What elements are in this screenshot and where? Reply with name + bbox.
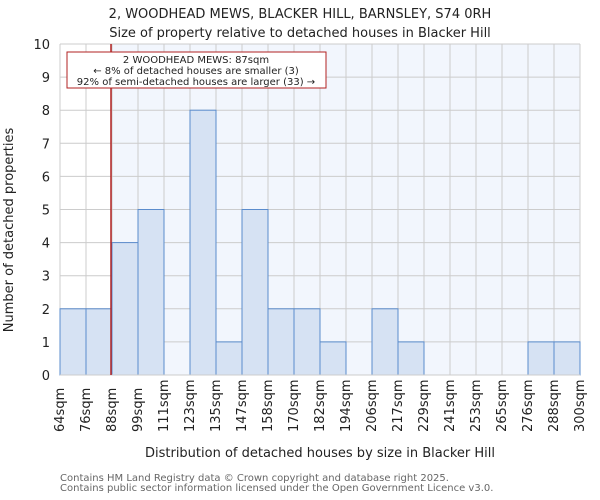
y-tick-label: 8 [42, 104, 50, 119]
chart-title: 2, WOODHEAD MEWS, BLACKER HILL, BARNSLEY… [108, 7, 492, 22]
histogram-bar [527, 341, 555, 376]
x-tick-label: 135sqm [209, 379, 224, 432]
chart-subtitle: Size of property relative to detached ho… [109, 26, 491, 41]
x-tick-label: 88sqm [105, 388, 120, 432]
y-tick-label: 1 [42, 336, 50, 351]
x-tick-label: 288sqm [547, 379, 562, 432]
histogram-bar [189, 109, 217, 376]
x-tick-label: 253sqm [469, 379, 484, 432]
histogram-bar [397, 341, 425, 376]
annotation-text: ← 8% of detached houses are smaller (3) [93, 66, 299, 77]
x-tick-label: 265sqm [495, 379, 510, 432]
footer-line-2: Contains public sector information licen… [60, 483, 494, 494]
histogram-bar [553, 341, 581, 376]
histogram-bar [293, 308, 321, 376]
x-tick-label: 99sqm [131, 388, 146, 432]
x-tick-label: 158sqm [261, 379, 276, 432]
histogram-bar [371, 308, 399, 376]
y-tick-label: 9 [42, 71, 50, 86]
footer-line-1: Contains HM Land Registry data © Crown c… [60, 473, 449, 484]
x-tick-label: 229sqm [417, 379, 432, 432]
x-tick-label: 182sqm [313, 379, 328, 432]
x-tick-label: 217sqm [391, 379, 406, 432]
x-tick-label: 170sqm [287, 379, 302, 432]
x-tick-label: 276sqm [521, 379, 536, 432]
y-tick-label: 3 [42, 270, 50, 285]
x-tick-label: 64sqm [53, 388, 68, 432]
x-tick-label: 76sqm [79, 388, 94, 432]
y-tick-label: 7 [42, 137, 50, 152]
y-tick-label: 5 [42, 204, 50, 219]
histogram-bar [267, 308, 295, 376]
x-axis-label: Distribution of detached houses by size … [145, 446, 495, 461]
x-tick-label: 300sqm [573, 379, 588, 432]
histogram-bar [137, 209, 165, 376]
histogram-bar [241, 209, 269, 376]
histogram-bar [59, 308, 87, 376]
y-tick-label: 2 [42, 303, 50, 318]
x-tick-label: 194sqm [339, 379, 354, 432]
y-axis-label: Number of detached properties [2, 128, 17, 333]
annotation-box [66, 51, 327, 89]
histogram-bar [111, 242, 139, 376]
x-tick-label: 206sqm [365, 379, 380, 432]
x-tick-label: 147sqm [235, 379, 250, 432]
histogram-bar [215, 341, 243, 376]
y-tick-label: 4 [42, 237, 50, 252]
y-tick-label: 6 [42, 170, 50, 185]
x-tick-label: 241sqm [443, 379, 458, 432]
y-tick-label: 0 [42, 369, 50, 384]
annotation-text: 2 WOODHEAD MEWS: 87sqm [123, 55, 269, 66]
y-tick-label: 10 [33, 38, 50, 53]
histogram-bar [319, 341, 347, 376]
x-tick-label: 123sqm [183, 379, 198, 432]
annotation-text: 92% of semi-detached houses are larger (… [77, 77, 315, 88]
x-tick-label: 111sqm [157, 379, 172, 432]
histogram-bar [85, 308, 113, 376]
